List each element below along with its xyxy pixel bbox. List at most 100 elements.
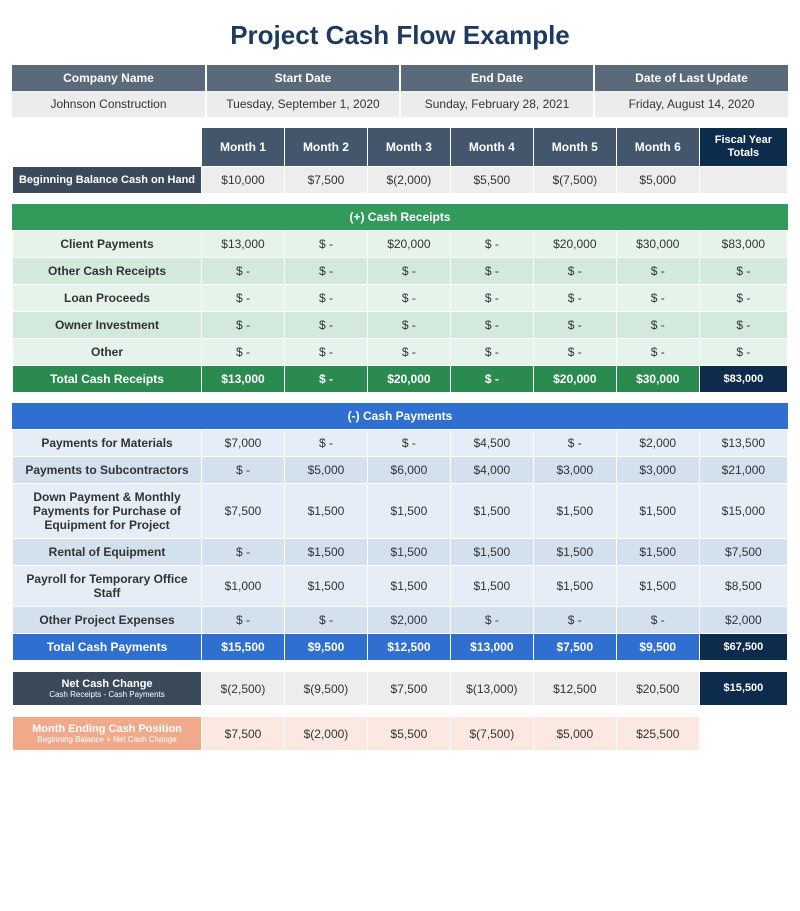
cell: $ - [616,607,699,634]
cell: $(2,000) [367,167,450,194]
cell: $4,500 [450,430,533,457]
meta-header: End Date [400,65,594,91]
cell: $15,000 [699,484,787,539]
cell: $ - [450,366,533,393]
cell: $1,500 [616,539,699,566]
meta-header: Date of Last Update [594,65,788,91]
cell: $83,000 [699,366,787,393]
cell: $20,500 [616,672,699,706]
cell: $2,000 [367,607,450,634]
month-header: Month 4 [450,128,533,167]
cell: $30,000 [616,366,699,393]
cell: $12,500 [367,634,450,661]
cell: $9,500 [616,634,699,661]
ending-table: Month Ending Cash PositionBeginning Bala… [12,716,788,751]
cell: $5,500 [367,717,450,751]
cell: $ - [450,258,533,285]
cell: $25,500 [616,717,699,751]
cell: $1,500 [367,539,450,566]
ending-sub: Beginning Balance + Net Cash Change [17,735,197,744]
cell: $ - [367,430,450,457]
net-sub: Cash Receipts - Cash Payments [17,690,197,699]
cell: $ - [284,366,367,393]
row-label: Payments for Materials [13,430,202,457]
cell: $30,000 [616,231,699,258]
cell: $(13,000) [450,672,533,706]
cell: $ - [616,258,699,285]
cell: $4,000 [450,457,533,484]
cell: $ - [450,607,533,634]
cell: $1,500 [450,484,533,539]
cell: $1,500 [616,484,699,539]
cell: $ - [699,312,787,339]
cell: $ - [616,339,699,366]
cell: $ - [202,607,285,634]
cell: $ - [202,312,285,339]
cell: $13,000 [202,366,285,393]
cell: $7,500 [202,484,285,539]
ending-label: Month Ending Cash PositionBeginning Bala… [13,717,202,751]
cell: $ - [367,258,450,285]
cell: $ - [202,258,285,285]
receipts-section-header: (+) Cash Receipts [12,204,788,230]
cell: $ - [284,607,367,634]
cell: $ - [699,285,787,312]
cell: $ - [450,285,533,312]
cell: $5,000 [616,167,699,194]
cell: $13,000 [450,634,533,661]
cell: $(2,500) [202,672,285,706]
meta-header: Company Name [12,65,206,91]
cell: $1,500 [533,566,616,607]
cell: $21,000 [699,457,787,484]
cell: $20,000 [533,366,616,393]
cell: $ - [284,430,367,457]
cell: $ - [699,258,787,285]
net-label-text: Net Cash Change [61,678,152,690]
cell [699,167,787,194]
cell: $ - [533,312,616,339]
page-title: Project Cash Flow Example [12,20,788,51]
cell: $5,000 [284,457,367,484]
cell: $20,000 [367,366,450,393]
row-label: Rental of Equipment [13,539,202,566]
row-label: Owner Investment [13,312,202,339]
row-label: Payroll for Temporary Office Staff [13,566,202,607]
cell: $6,000 [367,457,450,484]
cell: $20,000 [533,231,616,258]
cell: $3,000 [533,457,616,484]
ending-label-text: Month Ending Cash Position [32,723,182,735]
cell: $1,500 [284,539,367,566]
cell: $ - [284,339,367,366]
cell: $15,500 [202,634,285,661]
payments-section-header: (-) Cash Payments [12,403,788,429]
cell: $1,500 [450,539,533,566]
cell: $7,500 [202,717,285,751]
cell: $1,500 [616,566,699,607]
receipts-total-label: Total Cash Receipts [13,366,202,393]
month-header: Month 6 [616,128,699,167]
cell: $ - [616,312,699,339]
month-header: Month 3 [367,128,450,167]
cell: $ - [533,258,616,285]
cell: $5,500 [450,167,533,194]
cell: $83,000 [699,231,787,258]
fy-header: Fiscal Year Totals [699,128,787,167]
cell: $1,500 [284,484,367,539]
cell: $2,000 [616,430,699,457]
cell: $ - [202,539,285,566]
cell: $1,500 [533,539,616,566]
payments-total-label: Total Cash Payments [13,634,202,661]
cell: $ - [284,285,367,312]
month-header: Month 5 [533,128,616,167]
cell: $ - [616,285,699,312]
cell: $7,000 [202,430,285,457]
cell: $8,500 [699,566,787,607]
cell: $ - [367,339,450,366]
row-label: Other Project Expenses [13,607,202,634]
cell: $1,000 [202,566,285,607]
cell: $15,500 [699,672,787,706]
cell: $13,500 [699,430,787,457]
month-header: Month 1 [202,128,285,167]
cell: $12,500 [533,672,616,706]
cell: $(9,500) [284,672,367,706]
